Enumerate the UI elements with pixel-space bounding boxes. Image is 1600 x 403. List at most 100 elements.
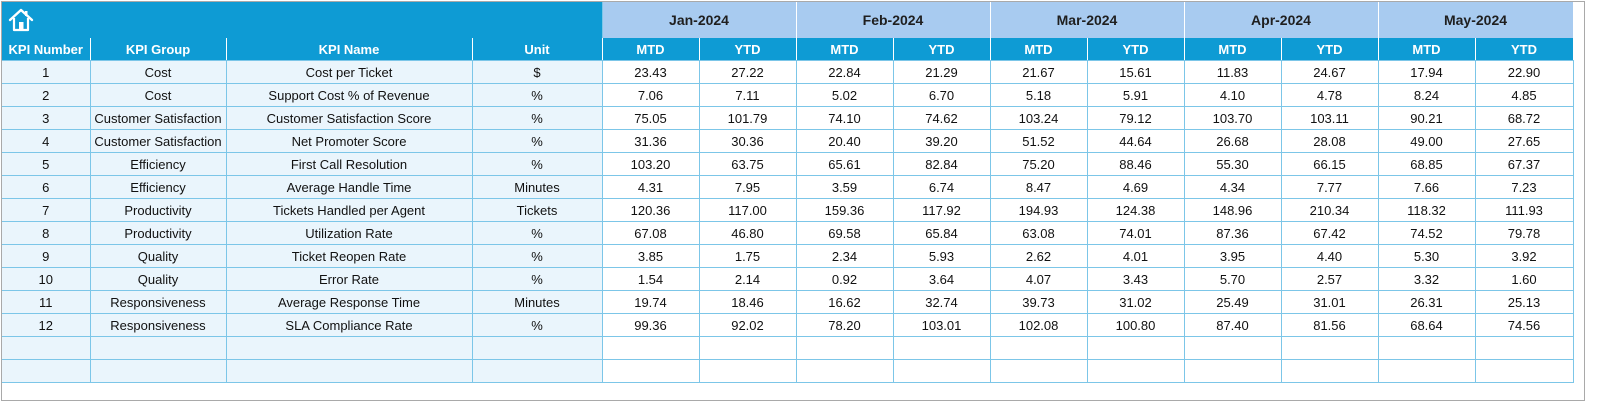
mtd-value-cell[interactable]: 5.02 [796, 83, 894, 107]
kpi-name-cell[interactable]: SLA Compliance Rate [226, 313, 473, 337]
mtd-value-cell[interactable]: 17.94 [1378, 60, 1476, 84]
mtd-value-cell[interactable]: 8.24 [1378, 83, 1476, 107]
ytd-value-cell[interactable]: 1.60 [1475, 267, 1574, 291]
ytd-value-cell[interactable]: 6.74 [893, 175, 991, 199]
mtd-value-cell[interactable]: 87.40 [1184, 313, 1282, 337]
ytd-value-cell[interactable]: 7.23 [1475, 175, 1574, 199]
unit-cell[interactable]: % [472, 129, 603, 153]
mtd-value-cell[interactable]: 68.64 [1378, 313, 1476, 337]
ytd-value-cell[interactable]: 67.37 [1475, 152, 1574, 176]
kpi-name-cell[interactable]: Ticket Reopen Rate [226, 244, 473, 268]
kpi-number-cell[interactable]: 10 [2, 267, 91, 291]
ytd-value-cell[interactable]: 7.11 [699, 83, 797, 107]
kpi-number-cell[interactable]: 7 [2, 198, 91, 222]
ytd-value-cell[interactable]: 4.69 [1087, 175, 1185, 199]
home-icon[interactable] [7, 7, 35, 33]
mtd-value-cell[interactable] [796, 359, 894, 383]
mtd-value-cell[interactable]: 148.96 [1184, 198, 1282, 222]
ytd-value-cell[interactable]: 28.08 [1281, 129, 1379, 153]
ytd-value-cell[interactable]: 31.01 [1281, 290, 1379, 314]
ytd-value-cell[interactable]: 6.70 [893, 83, 991, 107]
mtd-value-cell[interactable]: 78.20 [796, 313, 894, 337]
mtd-value-cell[interactable]: 63.08 [990, 221, 1088, 245]
mtd-value-cell[interactable]: 21.67 [990, 60, 1088, 84]
ytd-value-cell[interactable] [893, 336, 991, 360]
mtd-value-cell[interactable]: 16.62 [796, 290, 894, 314]
unit-cell[interactable]: Minutes [472, 175, 603, 199]
unit-cell[interactable]: % [472, 267, 603, 291]
mtd-value-cell[interactable]: 103.24 [990, 106, 1088, 130]
mtd-value-cell[interactable]: 99.36 [602, 313, 700, 337]
ytd-value-cell[interactable]: 27.65 [1475, 129, 1574, 153]
unit-cell[interactable]: % [472, 221, 603, 245]
ytd-value-cell[interactable]: 3.64 [893, 267, 991, 291]
ytd-value-cell[interactable]: 2.57 [1281, 267, 1379, 291]
ytd-value-cell[interactable]: 4.85 [1475, 83, 1574, 107]
ytd-value-cell[interactable]: 63.75 [699, 152, 797, 176]
mtd-value-cell[interactable] [602, 336, 700, 360]
ytd-value-cell[interactable]: 24.67 [1281, 60, 1379, 84]
ytd-value-cell[interactable] [1087, 359, 1185, 383]
kpi-group-cell[interactable]: Quality [90, 244, 227, 268]
ytd-value-cell[interactable]: 111.93 [1475, 198, 1574, 222]
mtd-value-cell[interactable]: 19.74 [602, 290, 700, 314]
mtd-value-cell[interactable]: 2.62 [990, 244, 1088, 268]
mtd-value-cell[interactable]: 4.31 [602, 175, 700, 199]
kpi-number-cell[interactable]: 5 [2, 152, 91, 176]
mtd-value-cell[interactable]: 87.36 [1184, 221, 1282, 245]
ytd-value-cell[interactable]: 5.93 [893, 244, 991, 268]
kpi-group-cell[interactable] [90, 359, 227, 383]
mtd-value-cell[interactable]: 5.30 [1378, 244, 1476, 268]
mtd-value-cell[interactable]: 74.10 [796, 106, 894, 130]
kpi-name-cell[interactable]: Average Response Time [226, 290, 473, 314]
kpi-group-cell[interactable] [90, 336, 227, 360]
ytd-value-cell[interactable]: 101.79 [699, 106, 797, 130]
ytd-value-cell[interactable]: 124.38 [1087, 198, 1185, 222]
kpi-number-cell[interactable]: 6 [2, 175, 91, 199]
kpi-name-cell[interactable]: Utilization Rate [226, 221, 473, 245]
ytd-value-cell[interactable]: 79.78 [1475, 221, 1574, 245]
mtd-value-cell[interactable]: 25.49 [1184, 290, 1282, 314]
ytd-value-cell[interactable]: 3.92 [1475, 244, 1574, 268]
mtd-value-cell[interactable]: 5.70 [1184, 267, 1282, 291]
ytd-value-cell[interactable] [1281, 336, 1379, 360]
mtd-value-cell[interactable]: 8.47 [990, 175, 1088, 199]
mtd-value-cell[interactable]: 74.52 [1378, 221, 1476, 245]
ytd-value-cell[interactable]: 3.43 [1087, 267, 1185, 291]
kpi-name-cell[interactable]: Customer Satisfaction Score [226, 106, 473, 130]
kpi-number-cell[interactable]: 11 [2, 290, 91, 314]
ytd-value-cell[interactable]: 21.29 [893, 60, 991, 84]
kpi-name-cell[interactable]: Average Handle Time [226, 175, 473, 199]
ytd-value-cell[interactable] [1281, 359, 1379, 383]
unit-cell[interactable]: Minutes [472, 290, 603, 314]
ytd-value-cell[interactable]: 4.78 [1281, 83, 1379, 107]
ytd-value-cell[interactable] [893, 359, 991, 383]
mtd-value-cell[interactable] [990, 359, 1088, 383]
ytd-value-cell[interactable]: 5.91 [1087, 83, 1185, 107]
mtd-value-cell[interactable]: 31.36 [602, 129, 700, 153]
mtd-value-cell[interactable]: 51.52 [990, 129, 1088, 153]
mtd-value-cell[interactable]: 7.66 [1378, 175, 1476, 199]
unit-cell[interactable]: % [472, 244, 603, 268]
mtd-value-cell[interactable]: 23.43 [602, 60, 700, 84]
kpi-group-cell[interactable]: Responsiveness [90, 290, 227, 314]
mtd-value-cell[interactable]: 4.10 [1184, 83, 1282, 107]
ytd-value-cell[interactable]: 46.80 [699, 221, 797, 245]
unit-cell[interactable]: % [472, 152, 603, 176]
unit-cell[interactable]: % [472, 83, 603, 107]
mtd-value-cell[interactable]: 20.40 [796, 129, 894, 153]
kpi-number-cell[interactable] [2, 359, 91, 383]
ytd-value-cell[interactable]: 31.02 [1087, 290, 1185, 314]
ytd-value-cell[interactable] [1475, 336, 1574, 360]
kpi-number-cell[interactable]: 12 [2, 313, 91, 337]
unit-cell[interactable] [472, 359, 603, 383]
kpi-group-cell[interactable]: Efficiency [90, 152, 227, 176]
ytd-value-cell[interactable]: 30.36 [699, 129, 797, 153]
ytd-value-cell[interactable]: 2.14 [699, 267, 797, 291]
mtd-value-cell[interactable]: 0.92 [796, 267, 894, 291]
mtd-value-cell[interactable]: 22.84 [796, 60, 894, 84]
ytd-value-cell[interactable]: 44.64 [1087, 129, 1185, 153]
ytd-value-cell[interactable]: 88.46 [1087, 152, 1185, 176]
mtd-value-cell[interactable]: 11.83 [1184, 60, 1282, 84]
kpi-group-cell[interactable]: Cost [90, 83, 227, 107]
